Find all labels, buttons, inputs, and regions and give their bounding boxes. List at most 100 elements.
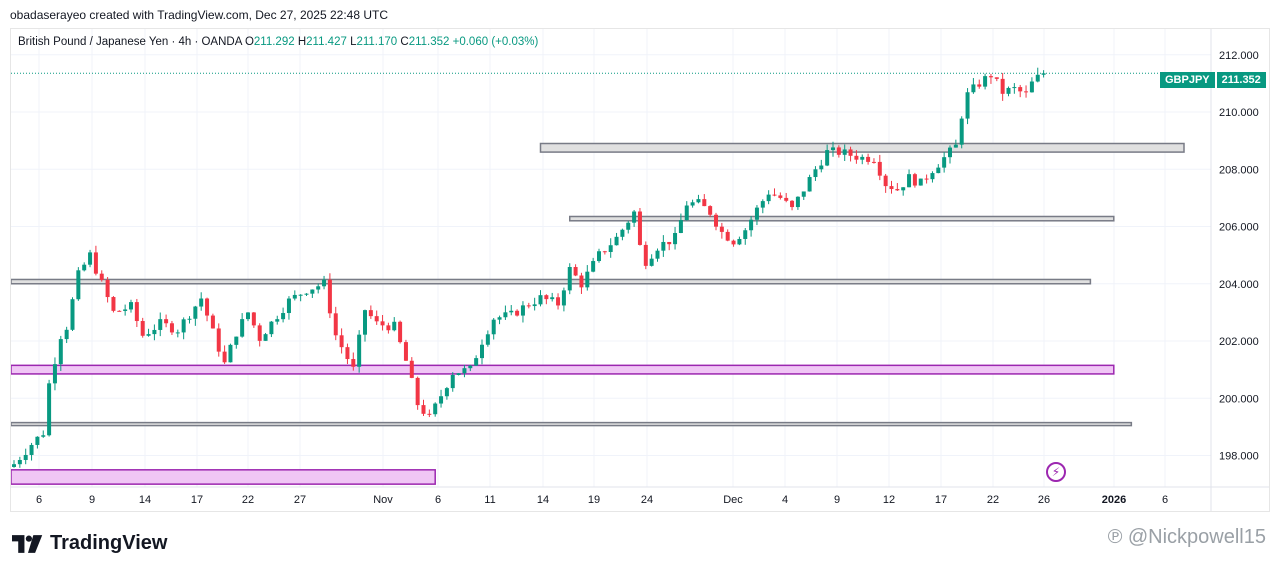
candle-body — [251, 312, 256, 326]
x-tick-label: 22 — [242, 494, 254, 506]
candle-body — [193, 306, 198, 319]
candle-body — [210, 315, 215, 329]
candle-body — [532, 304, 537, 307]
x-tick-label: 6 — [36, 494, 42, 506]
candle-body — [889, 186, 894, 190]
author-watermark: ℗ @Nickpowell15 — [1107, 526, 1266, 548]
gray-zone — [11, 421, 1133, 427]
flash-icon[interactable]: ⚡ — [1046, 462, 1066, 482]
candle-body — [345, 347, 350, 360]
candle-body — [117, 310, 122, 312]
x-tick-label: 11 — [484, 494, 495, 506]
tradingview-logo-icon — [12, 534, 43, 553]
candle-body — [158, 319, 163, 330]
candle-body — [550, 297, 555, 300]
candle-body — [140, 321, 145, 336]
candle-body — [99, 273, 104, 280]
x-tick-label: 9 — [89, 494, 95, 506]
candle-body — [749, 219, 754, 231]
candle-body — [597, 251, 601, 262]
candle-body — [801, 191, 806, 197]
candle-body — [427, 413, 432, 415]
candle-body — [614, 236, 619, 246]
candle-body — [626, 222, 631, 230]
candle-body — [977, 84, 982, 87]
candle-body — [146, 334, 151, 336]
candle-body — [269, 321, 274, 335]
tradingview-logo-text: TradingView — [50, 532, 168, 554]
candle-body — [386, 325, 391, 331]
candle-body — [257, 325, 262, 341]
candle-body — [64, 329, 69, 340]
candle-body — [468, 365, 473, 369]
tradingview-logo[interactable]: TradingView — [12, 532, 167, 555]
candle-body — [860, 156, 865, 160]
x-tick-label: 14 — [139, 494, 151, 506]
candle-body — [959, 118, 964, 145]
x-tick-label: Nov — [373, 494, 393, 506]
candle-body — [813, 169, 818, 178]
attribution-text: obadaserayeo created with TradingView.co… — [10, 8, 388, 22]
candlestick-chart[interactable]: 198.000 200.000 202.000 204.000 206.000 208.0… — [11, 29, 1269, 511]
candle-body — [942, 157, 947, 168]
low-label: L — [350, 36, 357, 48]
candle-body — [76, 270, 81, 300]
candle-body — [848, 149, 853, 156]
y-tick-label: 202.000 — [1219, 336, 1259, 348]
candle-body — [930, 173, 935, 180]
x-tick-label: 27 — [294, 494, 306, 506]
candle-body — [883, 175, 888, 187]
candle-body — [819, 165, 824, 170]
candle-body — [831, 147, 835, 151]
candle-body — [246, 312, 250, 320]
candle-body — [918, 178, 923, 186]
candle-body — [784, 197, 789, 201]
candle-body — [924, 178, 929, 180]
candle-body — [696, 199, 701, 203]
candle-body — [567, 267, 572, 291]
x-tick-label: 6 — [1162, 494, 1168, 506]
candle-body — [509, 310, 514, 313]
candle-body — [907, 174, 912, 188]
candle-body — [667, 241, 672, 245]
symbol-description: British Pound / Japanese Yen · 4h · OAND… — [18, 36, 242, 48]
chart-frame[interactable]: 198.000 200.000 202.000 204.000 206.000 208.0… — [10, 28, 1270, 512]
candle-body — [556, 297, 561, 306]
candle-body — [1035, 74, 1040, 82]
x-tick-label: Dec — [723, 494, 743, 506]
candle-body — [983, 76, 988, 87]
candle-body — [444, 388, 449, 397]
candle-body — [70, 299, 75, 330]
candle-body — [632, 211, 637, 223]
candle-body — [316, 286, 321, 290]
candle-body — [877, 161, 882, 176]
candle-body — [286, 298, 291, 314]
high-label: H — [297, 36, 307, 48]
candle-body — [708, 206, 713, 215]
y-tick-label: 210.000 — [1219, 107, 1259, 119]
candle-body — [439, 396, 444, 404]
candle-body — [1012, 87, 1017, 89]
candle-body — [971, 84, 976, 93]
candle-body — [994, 77, 999, 79]
candle-body — [415, 377, 420, 406]
candle-body — [123, 309, 128, 311]
x-tick-label: 17 — [191, 494, 203, 506]
candle-body — [988, 76, 993, 78]
candle-body — [825, 150, 830, 166]
candle-body — [164, 319, 169, 324]
candle-body — [1018, 87, 1023, 92]
candle-body — [649, 258, 654, 266]
candle-body — [234, 336, 239, 345]
x-tick-label: 22 — [987, 494, 999, 506]
candle-body — [836, 147, 841, 155]
candle-body — [93, 252, 98, 274]
candle-body — [421, 405, 426, 414]
candle-body — [754, 207, 759, 220]
candle-body — [129, 302, 133, 310]
candle-body — [643, 244, 648, 266]
candle-body — [608, 245, 613, 252]
candle-body — [281, 313, 286, 320]
candle-body — [719, 226, 724, 232]
candle-body — [327, 279, 332, 314]
